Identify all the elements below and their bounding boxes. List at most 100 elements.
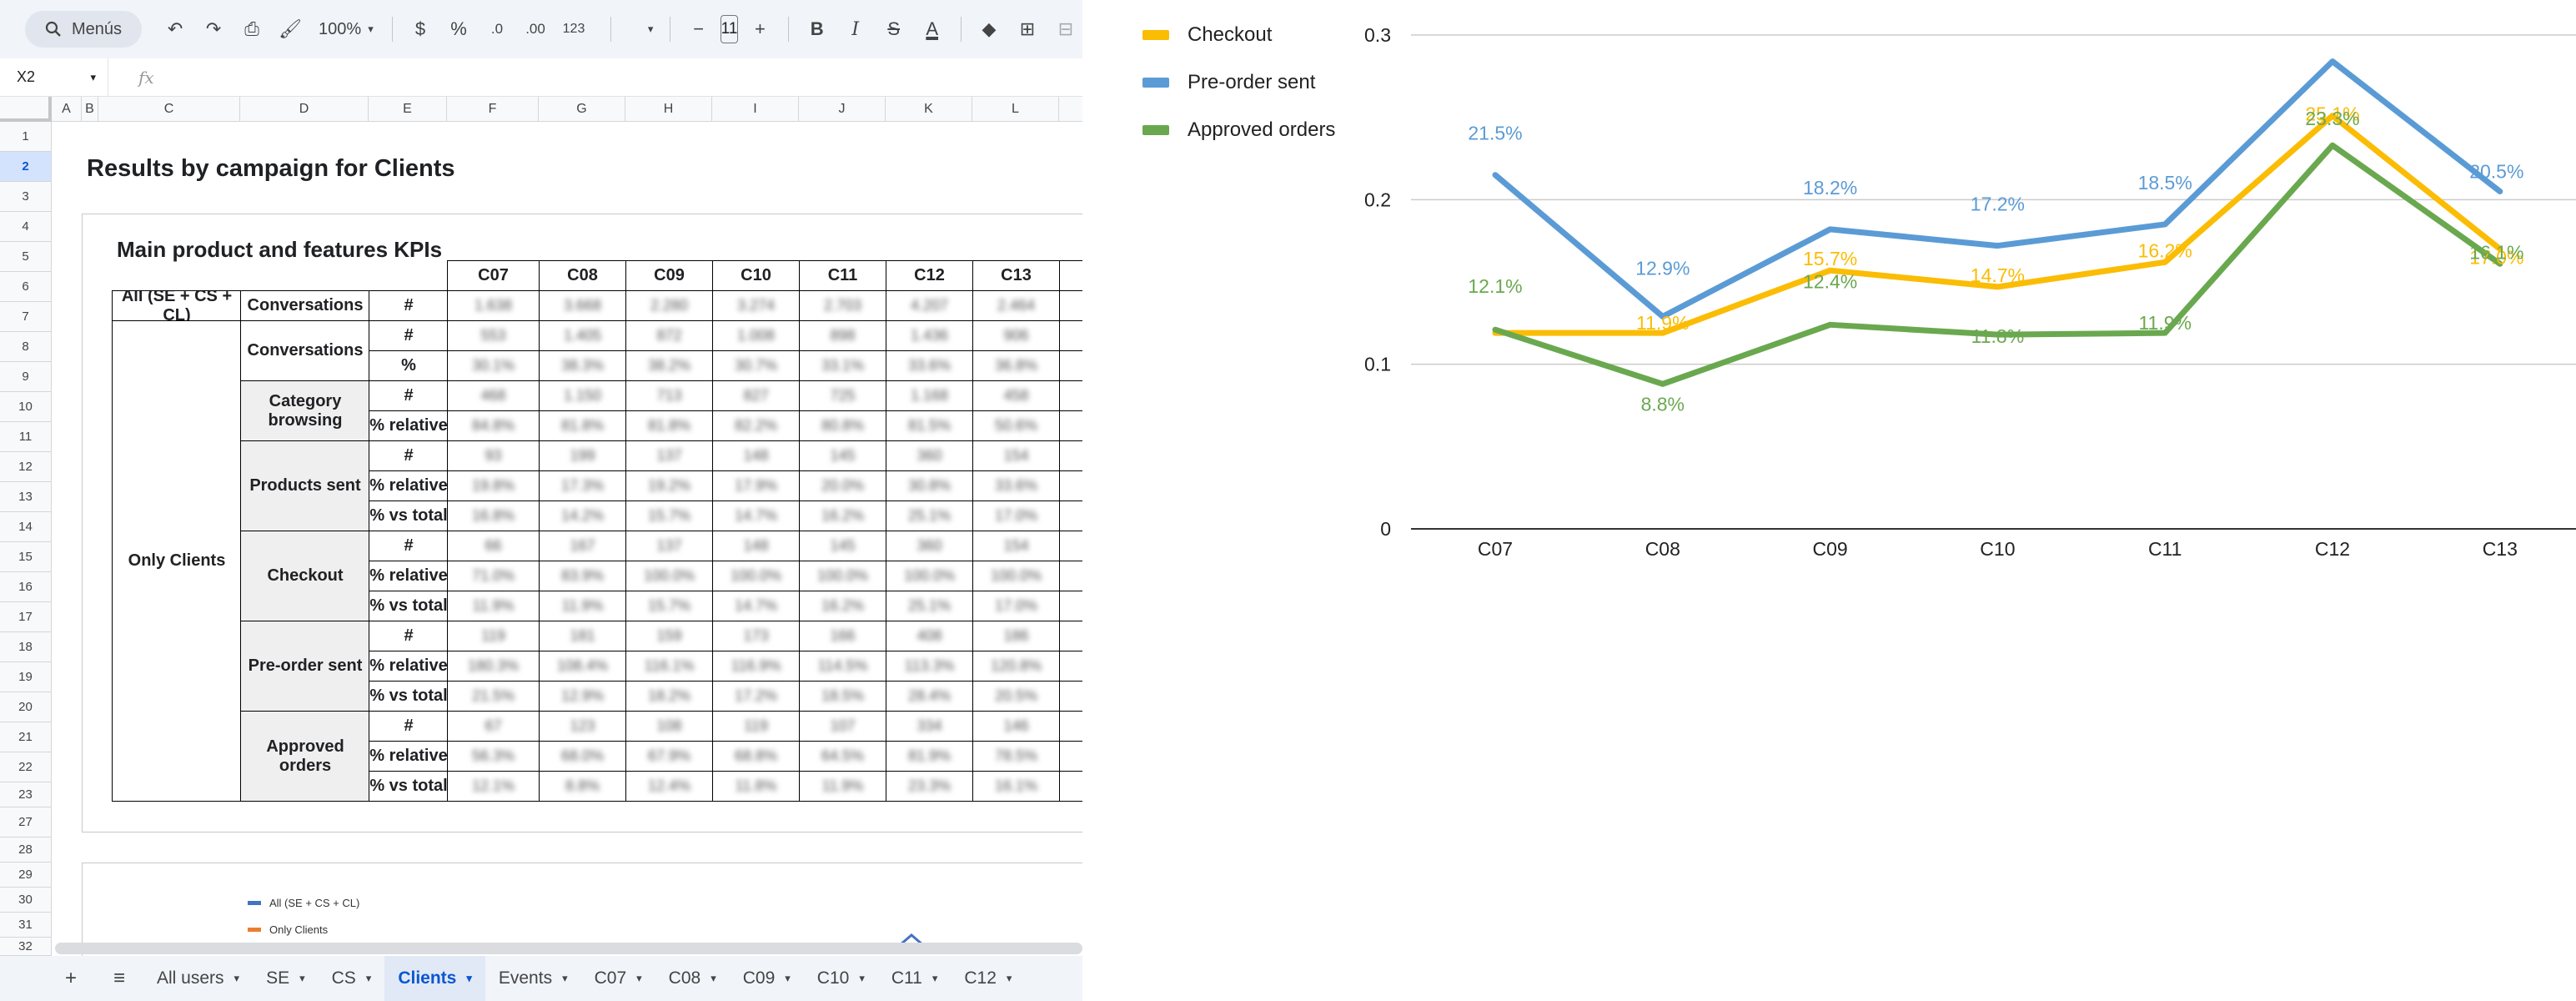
column-header[interactable]: E	[369, 97, 447, 122]
row-header[interactable]: 14	[0, 512, 52, 542]
metric-label[interactable]: % vs total	[369, 591, 449, 621]
value-cell[interactable]: 33.1%	[799, 350, 886, 381]
value-cell[interactable]: 17.0%	[972, 591, 1060, 621]
metric-label[interactable]: #	[369, 380, 449, 411]
value-cell[interactable]: 1.638	[447, 290, 540, 321]
row-header[interactable]: 16	[0, 572, 52, 602]
metric-label[interactable]: #	[369, 320, 449, 351]
value-cell[interactable]: 1.168	[886, 380, 973, 411]
value-cell[interactable]: 11.9%	[539, 591, 626, 621]
borders-icon[interactable]: ⊞	[1019, 18, 1036, 39]
row-header[interactable]: 7	[0, 302, 52, 332]
value-cell[interactable]: 81.8%	[625, 410, 713, 441]
legend-item-pre-order-sent[interactable]: Pre-order sent	[1142, 71, 1315, 94]
metric-label[interactable]: #	[369, 621, 449, 651]
value-cell[interactable]: 36.8%	[972, 350, 1060, 381]
metric-label[interactable]: % relative	[369, 410, 449, 441]
value-cell[interactable]: 108	[625, 711, 713, 742]
value-cell[interactable]: 14.2%	[539, 500, 626, 531]
column-header[interactable]: H	[625, 97, 712, 122]
metric-label[interactable]: %	[369, 350, 449, 381]
value-cell[interactable]: 84.8%	[447, 410, 540, 441]
value-cell[interactable]: 1.405	[539, 320, 626, 351]
value-cell[interactable]: 166	[799, 621, 886, 651]
value-cell[interactable]	[1059, 531, 1082, 561]
all-sheets-button[interactable]: ≡	[113, 967, 125, 989]
column-header[interactable]: B	[82, 97, 98, 122]
tab-c12[interactable]: C12 ▾	[951, 956, 1025, 1001]
value-cell[interactable]: 159	[625, 621, 713, 651]
value-cell[interactable]: 3.274	[712, 290, 800, 321]
value-cell[interactable]: 12.9%	[539, 681, 626, 712]
value-cell[interactable]: 360	[886, 531, 973, 561]
value-cell[interactable]: 14.7%	[712, 591, 800, 621]
row-header[interactable]: 1	[0, 122, 52, 152]
value-cell[interactable]: 108.4%	[539, 651, 626, 682]
row-header[interactable]: 31	[0, 913, 52, 938]
value-cell[interactable]: 15.7%	[625, 500, 713, 531]
value-cell[interactable]: 68.8%	[712, 741, 800, 772]
value-cell[interactable]: 30.8%	[886, 470, 973, 501]
campaign-header[interactable]	[1059, 260, 1082, 291]
value-cell[interactable]: 100.0%	[886, 561, 973, 591]
tab-events[interactable]: Events ▾	[485, 956, 581, 1001]
undo-icon[interactable]: ↶	[167, 18, 183, 39]
value-cell[interactable]: 334	[886, 711, 973, 742]
value-cell[interactable]: 180.3%	[447, 651, 540, 682]
embedded-chart[interactable]: All (SE + CS + CL) Only Clients	[82, 863, 1082, 1001]
value-cell[interactable]: 38.2%	[625, 350, 713, 381]
value-cell[interactable]	[1059, 651, 1082, 682]
value-cell[interactable]: 906	[972, 320, 1060, 351]
value-cell[interactable]: 33.6%	[886, 350, 973, 381]
value-cell[interactable]: 116.1%	[625, 651, 713, 682]
value-cell[interactable]: 11.8%	[712, 771, 800, 802]
row-header[interactable]: 8	[0, 332, 52, 362]
value-cell[interactable]: 1.008	[712, 320, 800, 351]
metric-label[interactable]: #	[369, 440, 449, 471]
menu-search[interactable]: Menús	[25, 11, 143, 48]
row-header[interactable]: 18	[0, 632, 52, 662]
column-header[interactable]: C	[98, 97, 240, 122]
row-header[interactable]: 28	[0, 838, 52, 863]
value-cell[interactable]: 181	[539, 621, 626, 651]
metric-label[interactable]: #	[369, 290, 449, 321]
metric-label[interactable]: % relative	[369, 561, 449, 591]
print-icon[interactable]: ⎙	[244, 18, 259, 39]
campaign-header[interactable]: C10	[712, 260, 800, 291]
value-cell[interactable]	[1059, 741, 1082, 772]
value-cell[interactable]: 1.436	[886, 320, 973, 351]
value-cell[interactable]: 113.3%	[886, 651, 973, 682]
campaign-header[interactable]: C13	[972, 260, 1060, 291]
value-cell[interactable]: 4.207	[886, 290, 973, 321]
value-cell[interactable]	[1059, 561, 1082, 591]
add-sheet-button[interactable]: +	[64, 967, 77, 989]
metric-label[interactable]: % relative	[369, 651, 449, 682]
campaign-header[interactable]: C09	[625, 260, 713, 291]
value-cell[interactable]: 50.6%	[972, 410, 1060, 441]
value-cell[interactable]: 17.2%	[712, 681, 800, 712]
row-header[interactable]: 13	[0, 482, 52, 512]
value-cell[interactable]: 154	[972, 531, 1060, 561]
value-cell[interactable]: 71.0%	[447, 561, 540, 591]
campaign-header[interactable]: C07	[447, 260, 540, 291]
value-cell[interactable]	[1059, 380, 1082, 411]
value-cell[interactable]: 28.4%	[886, 681, 973, 712]
legend-item-checkout[interactable]: Checkout	[1142, 23, 1272, 47]
value-cell[interactable]: 100.0%	[625, 561, 713, 591]
row-header[interactable]: 3	[0, 182, 52, 212]
value-cell[interactable]: 33.6%	[972, 470, 1060, 501]
row-header[interactable]: 23	[0, 782, 52, 807]
row-header[interactable]: 22	[0, 752, 52, 782]
value-cell[interactable]: 107	[799, 711, 886, 742]
value-cell[interactable]: 38.3%	[539, 350, 626, 381]
tab-clients[interactable]: Clients ▾	[384, 956, 485, 1001]
tab-c10[interactable]: C10 ▾	[804, 956, 878, 1001]
fill-color-icon[interactable]: ◆	[982, 18, 997, 39]
metric-label[interactable]: % relative	[369, 741, 449, 772]
value-cell[interactable]: 17.3%	[539, 470, 626, 501]
value-cell[interactable]: 100.0%	[712, 561, 800, 591]
value-cell[interactable]: 93	[447, 440, 540, 471]
value-cell[interactable]: 78.5%	[972, 741, 1060, 772]
tab-c09[interactable]: C09 ▾	[730, 956, 804, 1001]
value-cell[interactable]: 67	[447, 711, 540, 742]
